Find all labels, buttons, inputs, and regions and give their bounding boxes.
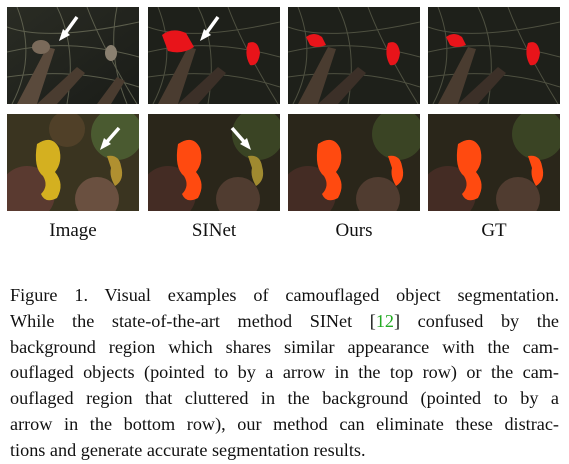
caption-line: arrow in the bottom row), our method can… [10,412,559,438]
image-bird-ours [288,7,420,104]
column-label-ours: Ours [288,219,420,243]
caption-line: background region which shares similar a… [10,335,559,361]
caption-line: ouflaged objects (pointed to by a arrow … [10,360,559,386]
column-label-gt: GT [428,219,560,243]
image-seahorse-ours [288,114,420,211]
image-bird-sinet [148,7,280,104]
figure-caption: Figure 1. Visual examples of camouflaged… [10,283,559,464]
image-bird-input [7,7,139,104]
citation-link[interactable]: 12 [376,311,394,331]
image-seahorse-sinet [148,114,280,211]
image-seahorse-gt [428,114,560,211]
image-bird-gt [428,7,560,104]
column-label-sinet: SINet [148,219,280,243]
image-seahorse-input [7,114,139,211]
caption-line: tions and generate accurate segmentation… [10,438,559,464]
column-label-image: Image [7,219,139,243]
caption-text: While the state-of-the-art method SINet … [10,311,376,331]
caption-line: Figure 1. Visual examples of camouflaged… [10,283,559,309]
caption-line: While the state-of-the-art method SINet … [10,309,559,335]
caption-line: ouflaged region that cluttered in the ba… [10,386,559,412]
caption-text: ] confused by the [394,311,559,331]
